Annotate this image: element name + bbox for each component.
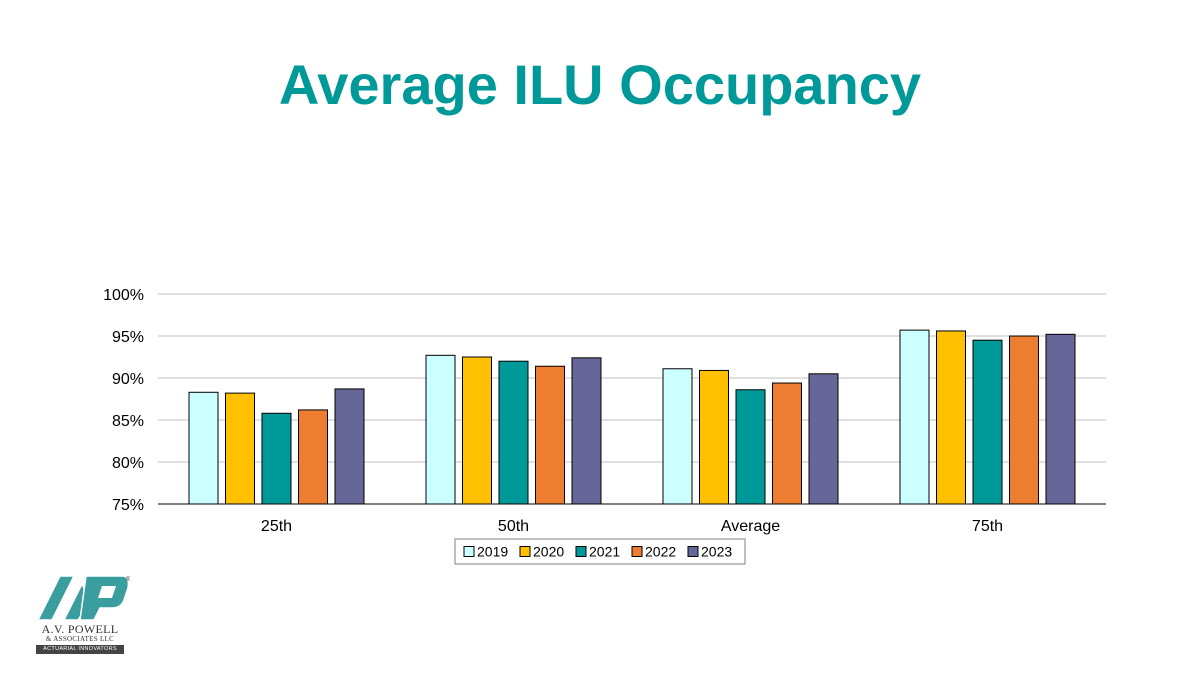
y-axis-tick-labels: 100% 95% 90% 85% 80% 75%	[103, 287, 144, 514]
bar-2020-75th	[936, 330, 966, 505]
legend-swatch-2020	[519, 546, 531, 557]
bar-2022-average	[772, 382, 802, 505]
legend-swatch-2019	[463, 546, 475, 557]
legend-label-2021: 2021	[589, 544, 620, 560]
bar-2020-25th	[225, 392, 255, 505]
slide-title: Average ILU Occupancy	[278, 53, 922, 116]
bar-2020-average	[699, 369, 729, 505]
legend-label-2020: 2020	[533, 544, 564, 560]
bar-2022-25th	[298, 409, 328, 505]
legend-label-2022: 2022	[645, 544, 676, 560]
bar-2023-average	[808, 373, 839, 505]
avp-logo-icon: ®	[36, 575, 130, 621]
bar-2023-25th	[334, 388, 365, 505]
legend-label-2019: 2019	[477, 544, 508, 560]
bar-2020-50th	[462, 356, 492, 505]
bar-2019-75th	[899, 329, 930, 505]
bar-2021-50th	[498, 360, 529, 505]
x-tick-label: 25th	[261, 518, 292, 535]
bar-2021-25th	[261, 412, 292, 505]
bar-2021-75th	[972, 339, 1003, 505]
logo-subtitle: & ASSOCIATES LLC	[45, 635, 115, 643]
chart-bars	[188, 329, 1076, 505]
bar-2022-75th	[1009, 335, 1039, 505]
bar-2019-50th	[425, 354, 456, 505]
y-tick-label: 100%	[103, 287, 144, 304]
logo-name: A.V. POWELL	[41, 622, 119, 636]
chart-legend: 2019 2020 2021 2022 2023	[454, 538, 746, 565]
y-tick-label: 90%	[112, 371, 144, 388]
y-tick-label: 95%	[112, 329, 144, 346]
y-tick-label: 80%	[112, 455, 144, 472]
legend-swatch-2022	[631, 546, 643, 557]
bar-2019-average	[662, 368, 693, 505]
x-axis: 25th 50th Average 75th	[158, 503, 1106, 535]
bar-2022-50th	[535, 365, 565, 505]
legend-swatch-2023	[687, 546, 699, 557]
x-tick-label: 50th	[498, 518, 529, 535]
bar-2023-75th	[1045, 333, 1076, 505]
y-tick-label: 85%	[112, 413, 144, 430]
bar-2021-average	[735, 389, 766, 505]
x-tick-label: 75th	[972, 518, 1003, 535]
bar-2023-50th	[571, 357, 602, 505]
y-tick-label: 75%	[112, 497, 144, 514]
x-tick-label: Average	[721, 518, 780, 535]
legend-swatch-2021	[575, 546, 587, 557]
bar-2019-25th	[188, 391, 219, 505]
logo-tagline: ACTUARIAL INNOVATORS	[36, 645, 124, 654]
registered-mark: ®	[126, 576, 130, 583]
legend-label-2023: 2023	[701, 544, 732, 560]
